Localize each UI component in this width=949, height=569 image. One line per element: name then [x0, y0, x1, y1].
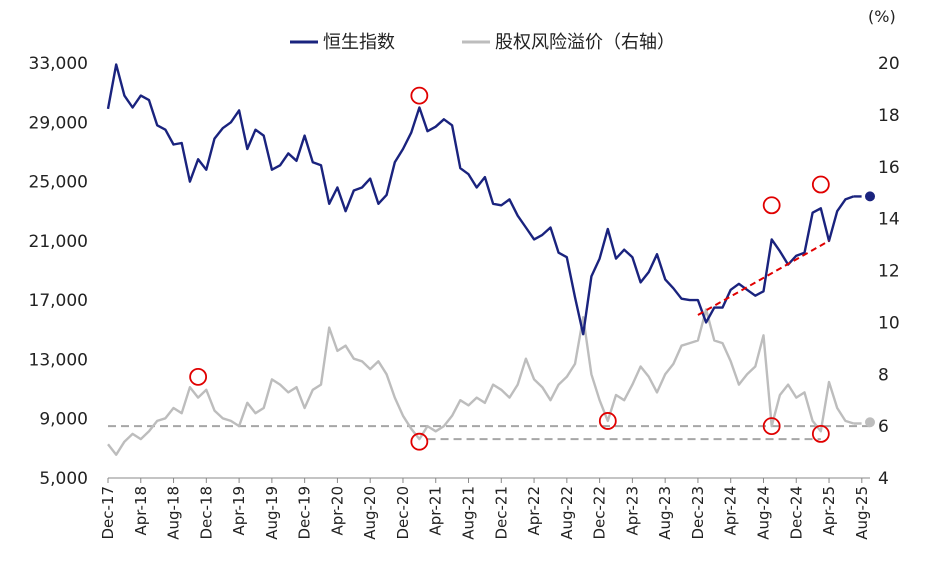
x-tick-label: Aug-18	[165, 486, 183, 540]
y-right-tick-label: 20	[878, 54, 900, 74]
highlight-circle	[189, 367, 208, 386]
x-tick-label: Dec-21	[492, 486, 510, 540]
x-tick-label: Aug-24	[754, 486, 772, 540]
highlight-circle	[598, 412, 617, 430]
y-right-tick-label: 6	[878, 417, 889, 437]
x-tick-label: Dec-18	[197, 486, 215, 540]
x-tick-label: Dec-22	[591, 486, 609, 540]
x-tick-label: Apr-22	[525, 486, 543, 536]
x-tick-label: Dec-23	[689, 486, 707, 540]
y-left-tick-label: 9,000	[39, 410, 88, 430]
x-tick-label: Apr-19	[230, 486, 248, 536]
y-left-tick-label: 17,000	[29, 291, 88, 311]
highlight-circle	[410, 86, 429, 105]
hsi-series-line	[106, 63, 855, 336]
x-tick-label: Apr-25	[820, 486, 838, 536]
y-left-tick-label: 13,000	[29, 350, 88, 370]
hsi-series-line-end-marker	[865, 191, 875, 202]
y-right-tick-label: 4	[878, 469, 889, 489]
highlight-circle	[762, 196, 781, 215]
y-left-tick-label: 25,000	[29, 173, 88, 193]
x-tick-label: Aug-20	[361, 486, 379, 540]
x-tick-label: Apr-21	[427, 486, 445, 536]
y-left-tick-label: 5,000	[39, 469, 88, 489]
legend-label-erp: 股权风险溢价（右轴）	[495, 32, 675, 53]
x-tick-label: Dec-17	[99, 486, 117, 540]
highlight-circle	[811, 175, 830, 194]
x-tick-label: Aug-25	[853, 486, 871, 540]
x-tick-label: Aug-23	[656, 486, 674, 540]
x-tick-label: Dec-20	[394, 486, 412, 540]
x-tick-label: Dec-24	[787, 486, 805, 540]
highlight-circle	[410, 432, 429, 451]
highlight-circle	[811, 425, 830, 443]
legend-label-hsi: 恒生指数	[323, 32, 395, 53]
x-tick-label: Apr-23	[623, 486, 641, 536]
y-right-unit-label: (%)	[868, 7, 896, 26]
y-left-tick-label: 21,000	[29, 232, 88, 252]
y-right-tick-label: 18	[878, 106, 900, 126]
y-right-tick-label: 12	[878, 262, 900, 282]
x-tick-label: Apr-18	[132, 486, 150, 536]
y-right-tick-label: 14	[878, 210, 900, 230]
x-tick-label: Aug-21	[460, 486, 478, 540]
x-tick-label: Apr-20	[328, 486, 346, 536]
x-tick-label: Apr-24	[722, 486, 740, 536]
y-right-tick-label: 10	[878, 313, 900, 333]
x-tick-label: Aug-19	[263, 486, 281, 540]
x-tick-label: Dec-19	[296, 486, 314, 540]
y-right-tick-label: 8	[878, 365, 889, 385]
y-left-tick-label: 29,000	[29, 113, 88, 133]
erp-series-line	[107, 308, 854, 456]
erp-series-line-end-marker	[865, 417, 875, 428]
highlight-circle	[762, 417, 781, 436]
trend-line	[697, 239, 830, 316]
y-right-tick-label: 16	[878, 158, 900, 178]
y-left-tick-label: 33,000	[29, 54, 88, 74]
x-tick-label: Aug-22	[558, 486, 576, 540]
